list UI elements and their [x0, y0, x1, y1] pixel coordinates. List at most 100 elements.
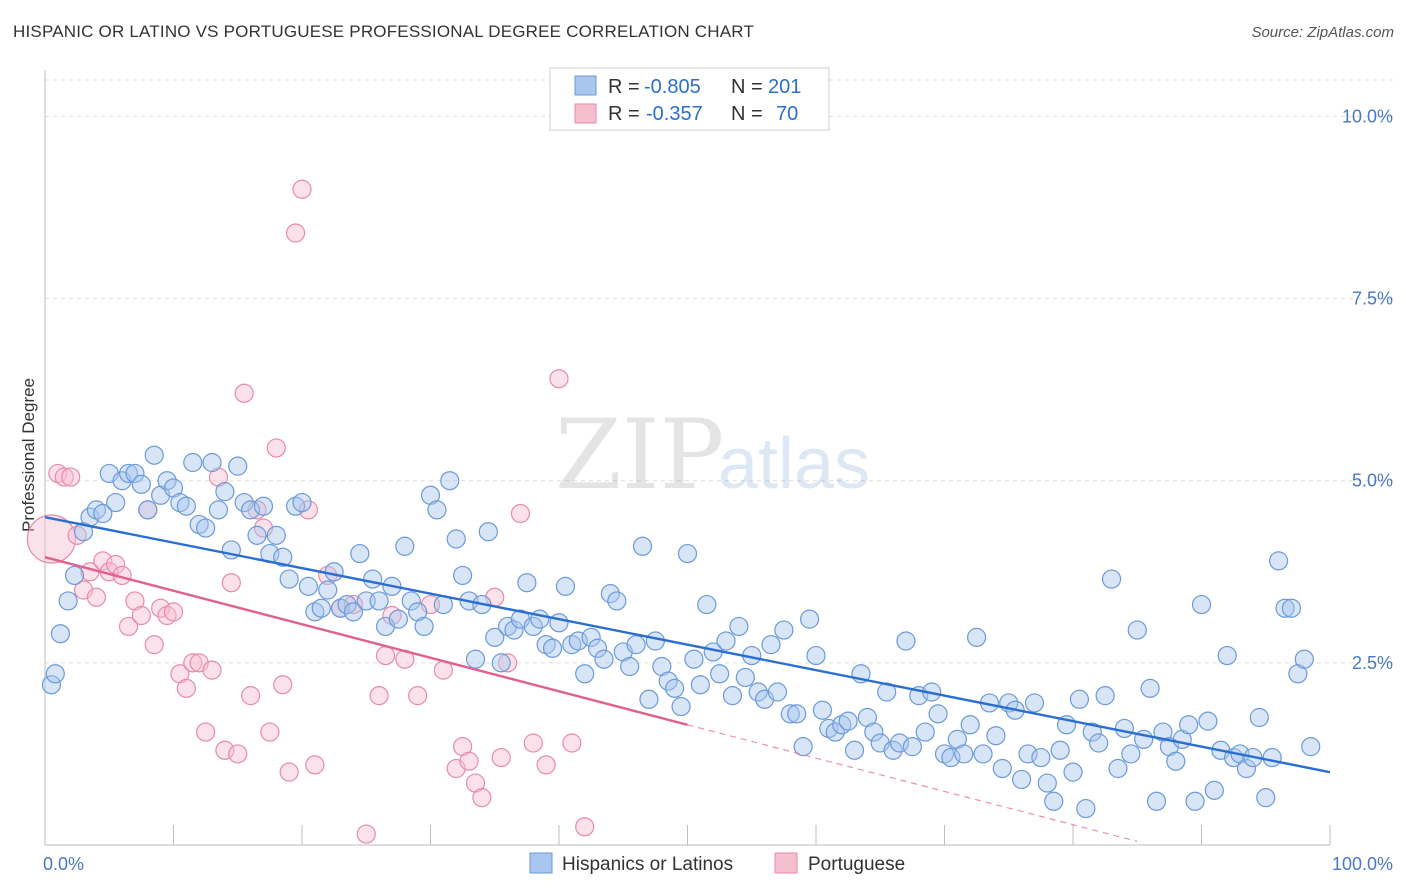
point-hispanics	[1108, 758, 1128, 779]
point-hispanics	[1031, 747, 1051, 768]
point-hispanics	[273, 547, 293, 567]
point-hispanics	[478, 522, 498, 542]
point-hispanics	[581, 627, 601, 647]
point-hispanics	[41, 675, 62, 695]
point-hispanics	[1301, 737, 1321, 757]
legend-swatch-pink	[574, 103, 597, 124]
axes	[44, 70, 1331, 846]
legend-swatch-hispanics	[529, 852, 553, 874]
point-portuguese	[369, 686, 389, 706]
point-portuguese	[298, 500, 319, 520]
point-portuguese	[183, 653, 203, 673]
point-portuguese	[67, 525, 87, 545]
point-hispanics	[671, 696, 691, 717]
point-portuguese	[234, 383, 254, 403]
legend-n-value-2: 70	[776, 103, 798, 125]
point-portuguese	[106, 554, 126, 575]
point-hispanics	[607, 591, 627, 611]
point-hispanics	[1063, 762, 1083, 782]
point-hispanics	[735, 667, 755, 688]
point-hispanics	[844, 740, 865, 760]
point-portuguese	[536, 755, 556, 775]
point-hispanics	[241, 500, 261, 520]
point-hispanics	[902, 737, 922, 757]
point-portuguese	[375, 645, 396, 666]
point-hispanics	[253, 496, 274, 516]
point-hispanics	[722, 686, 743, 706]
point-portuguese	[273, 675, 293, 695]
point-hispanics	[1185, 791, 1205, 811]
point-hispanics	[279, 569, 299, 589]
point-portuguese	[196, 722, 216, 742]
legend-swatch-blue	[574, 75, 597, 96]
point-portuguese	[228, 744, 248, 764]
point-hispanics	[832, 715, 852, 735]
y-axis-title: Professional Degree	[19, 378, 38, 532]
point-hispanics	[1275, 598, 1295, 618]
point-hispanics	[1089, 733, 1109, 753]
point-portuguese	[48, 463, 68, 484]
y-tick-labels: 2.5% 5.0% 7.5% 10.0%	[1342, 106, 1393, 672]
point-hispanics	[1101, 569, 1122, 589]
point-hispanics	[202, 452, 222, 473]
point-hispanics	[960, 715, 980, 735]
point-hispanics	[1121, 744, 1141, 764]
point-hispanics	[812, 700, 833, 720]
point-hispanics	[1037, 773, 1057, 793]
source-label: Source: ZipAtlas.com	[1251, 24, 1394, 41]
point-hispanics	[1166, 751, 1186, 771]
point-portuguese	[61, 467, 81, 487]
point-hispanics	[157, 471, 177, 491]
point-hispanics	[523, 616, 543, 637]
point-portuguese	[459, 751, 479, 771]
trend-line-portuguese	[44, 556, 688, 726]
point-hispanics	[305, 602, 325, 622]
point-hispanics	[799, 609, 820, 629]
series-hispanics-points	[41, 445, 1321, 819]
y-tick-label: 7.5%	[1352, 289, 1393, 309]
legend-n-label-2: N =	[731, 103, 763, 125]
point-hispanics	[176, 496, 196, 516]
point-hispanics	[594, 649, 614, 669]
point-hispanics	[883, 740, 903, 760]
point-hispanics	[189, 514, 209, 535]
point-hispanics	[1018, 744, 1038, 764]
point-hispanics	[729, 616, 749, 637]
point-hispanics	[1044, 791, 1064, 811]
point-portuguese	[575, 817, 595, 837]
point-hispanics	[587, 638, 608, 658]
series-portuguese-points	[26, 179, 595, 844]
point-hispanics	[992, 758, 1012, 779]
point-hispanics	[928, 704, 948, 724]
point-hispanics	[915, 722, 935, 742]
point-hispanics	[761, 635, 781, 655]
point-hispanics	[1191, 594, 1212, 615]
point-hispanics	[45, 664, 65, 684]
point-hispanics	[446, 529, 466, 549]
point-hispanics	[330, 598, 351, 618]
point-hispanics	[363, 569, 383, 589]
point-hispanics	[427, 500, 447, 520]
point-hispanics	[697, 594, 717, 615]
point-hispanics	[1095, 686, 1115, 706]
point-hispanics	[86, 500, 107, 520]
point-hispanics	[1024, 693, 1045, 713]
point-hispanics	[934, 744, 955, 764]
point-hispanics	[864, 722, 884, 742]
point-portuguese	[163, 602, 184, 622]
point-hispanics	[1249, 707, 1269, 728]
legend-r-value-2: -0.357	[646, 103, 703, 125]
point-hispanics	[1050, 740, 1070, 760]
point-portuguese	[523, 733, 543, 753]
point-hispanics	[414, 616, 434, 637]
trend-lines	[44, 515, 1331, 842]
point-hispanics	[1268, 551, 1289, 571]
point-hispanics	[1127, 620, 1147, 640]
point-hispanics	[1082, 722, 1102, 742]
point-hispanics	[292, 492, 312, 513]
point-hispanics	[542, 638, 563, 658]
point-portuguese	[498, 653, 518, 673]
legend-label-portuguese: Portuguese	[808, 854, 905, 875]
watermark-atlas: atlas	[718, 424, 870, 504]
point-hispanics	[369, 591, 389, 611]
